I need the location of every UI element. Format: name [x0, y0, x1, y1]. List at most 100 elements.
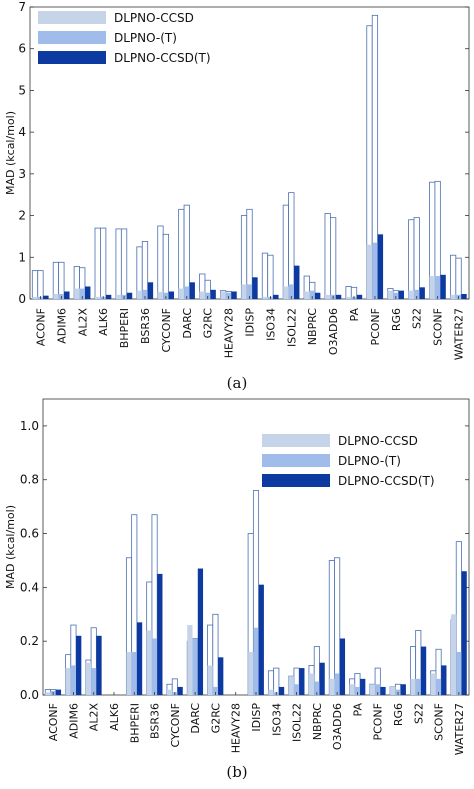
- bar-outline: [282, 204, 289, 300]
- bar-outline: [328, 560, 335, 696]
- x-tick-label: WATER27: [453, 308, 466, 360]
- bar: [178, 288, 185, 299]
- bar: [262, 296, 268, 299]
- bar: [199, 291, 205, 299]
- y-axis-label: MAD (kcal/mol): [4, 505, 17, 589]
- x-tick-label: SCONF: [433, 703, 446, 741]
- bar: [304, 291, 310, 299]
- bar: [393, 292, 399, 299]
- x-tick-label: CYCONF: [160, 308, 173, 353]
- bar: [456, 651, 462, 695]
- x-tick-label: BHPERI: [128, 703, 141, 743]
- bar-outline: [288, 192, 295, 300]
- legend-label: DLPNO-(T): [114, 31, 177, 45]
- bar: [369, 684, 376, 695]
- bar: [288, 676, 294, 695]
- x-tick-label: S22: [412, 703, 425, 724]
- bar: [375, 684, 381, 695]
- x-tick-label: DARC: [181, 308, 194, 339]
- bar: [74, 288, 80, 299]
- bar: [76, 635, 82, 695]
- x-tick-label: S22: [411, 308, 424, 329]
- bar: [372, 242, 378, 299]
- bar: [43, 295, 49, 299]
- bar: [429, 276, 435, 299]
- bar: [415, 678, 421, 695]
- y-tick-label: 4: [18, 125, 26, 139]
- x-tick-label: IDISP: [244, 308, 257, 337]
- bar-outline: [178, 208, 185, 300]
- bar: [329, 678, 335, 695]
- bar: [115, 294, 122, 299]
- bar: [126, 292, 133, 299]
- bar: [299, 668, 305, 695]
- bar: [142, 289, 148, 299]
- bar: [225, 292, 232, 299]
- bar: [366, 244, 373, 299]
- x-tick-label: BSR36: [149, 703, 162, 739]
- bar: [192, 638, 198, 695]
- bar: [157, 573, 163, 695]
- legend-label: DLPNO-CCSD(T): [338, 474, 435, 488]
- legend: DLPNO-CCSD DLPNO-(T) DLPNO-CCSD(T): [262, 434, 435, 488]
- bar: [218, 657, 224, 695]
- x-tick-label: RG6: [392, 703, 405, 726]
- bar: [95, 296, 101, 299]
- bar: [126, 651, 132, 695]
- bar: [151, 638, 158, 695]
- bar: [136, 622, 143, 695]
- bar: [440, 274, 446, 299]
- bar: [314, 681, 320, 695]
- bar: [380, 686, 386, 695]
- y-tick-label: 0.6: [20, 527, 39, 541]
- bar: [334, 673, 340, 695]
- x-tick-label: ISO34: [264, 308, 277, 341]
- y-tick-label: 0.8: [20, 473, 39, 487]
- bar: [136, 290, 143, 299]
- x-tick-label: NBPRC: [306, 308, 319, 346]
- x-tick-label: BSR36: [139, 308, 152, 344]
- bar: [345, 296, 352, 299]
- bar: [252, 277, 258, 299]
- x-tick-label: O3ADD6: [327, 308, 340, 355]
- x-tick-label: HEAVY28: [223, 308, 236, 358]
- bar: [45, 692, 51, 695]
- bar: [210, 289, 216, 299]
- panel-label-a: (a): [227, 374, 248, 392]
- bar: [273, 294, 279, 299]
- x-tick-label: NBPRC: [311, 703, 324, 741]
- legend-swatch: [262, 454, 330, 467]
- bar: [354, 686, 361, 695]
- bar-outline: [120, 228, 128, 300]
- x-tick-label: PA: [348, 308, 361, 322]
- bar: [220, 291, 226, 299]
- bar: [293, 684, 300, 695]
- bar: [53, 293, 59, 299]
- x-tick-label: ACONF: [34, 308, 47, 346]
- bar: [387, 290, 394, 299]
- bar: [360, 678, 366, 695]
- y-tick-label: 0.2: [20, 634, 39, 648]
- x-tick-label: BHPERI: [118, 308, 131, 348]
- bar: [184, 286, 190, 299]
- bar: [377, 234, 384, 299]
- y-tick-label: 5: [18, 83, 26, 97]
- bar-outline: [330, 217, 337, 300]
- bar: [84, 286, 91, 299]
- y-tick-label: 0: [18, 292, 26, 306]
- y-tick-label: 1.0: [20, 419, 39, 433]
- bar: [166, 689, 173, 695]
- x-tick-label: ISO34: [270, 703, 283, 736]
- bar: [246, 284, 253, 299]
- bar: [434, 276, 441, 299]
- x-tick-label: IDISP: [250, 703, 263, 732]
- bar: [430, 673, 436, 695]
- bar-outline: [261, 252, 269, 300]
- bar: [131, 651, 137, 695]
- bar: [398, 290, 404, 299]
- legend-swatch: [38, 11, 106, 24]
- bar: [65, 668, 71, 695]
- bar: [268, 689, 274, 695]
- x-tick-label: CYCONF: [169, 703, 182, 748]
- bar-outline: [267, 254, 274, 300]
